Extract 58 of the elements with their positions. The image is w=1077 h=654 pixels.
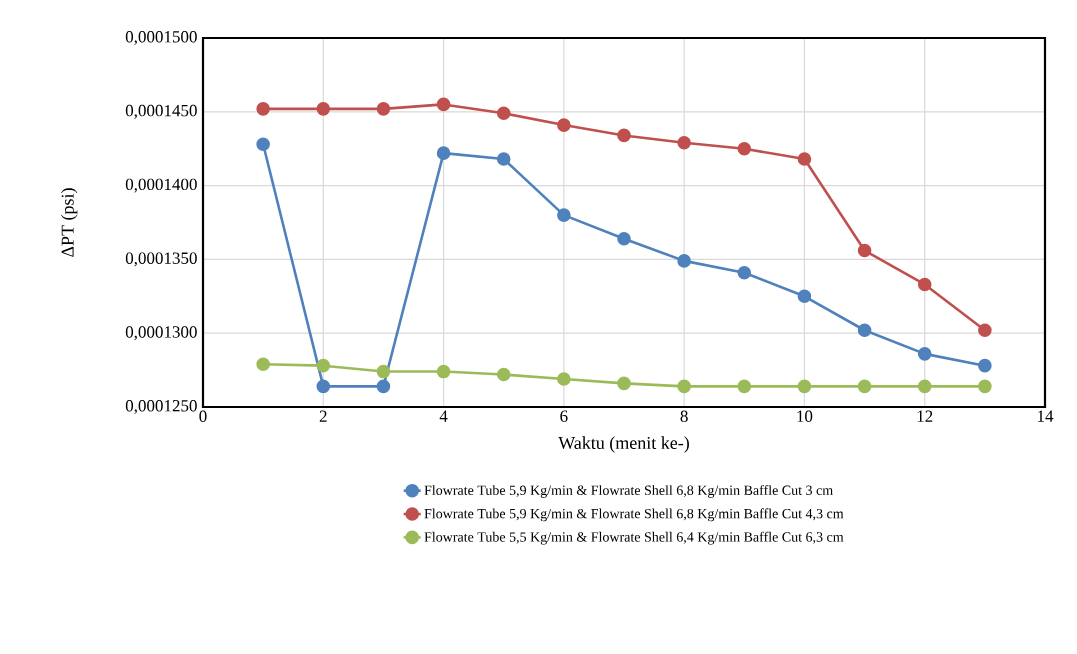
point — [376, 102, 391, 116]
point — [316, 379, 331, 394]
legend-label: Flowrate Tube 5,9 Kg/min & Flowrate Shell 6,8 Kg/min Baffle Cut 3 cm — [424, 484, 833, 498]
x-tick-label: 0 — [199, 410, 207, 423]
point — [256, 137, 270, 152]
point — [617, 376, 631, 391]
point — [496, 106, 511, 121]
x-axis-title: Waktu (menit ke-) — [558, 436, 689, 453]
x-tick-label: 14 — [1038, 410, 1054, 422]
point — [256, 102, 270, 116]
point — [557, 118, 571, 132]
point — [677, 135, 691, 150]
point — [917, 347, 932, 361]
legend-label: Flowrate Tube 5,5 Kg/min & Flowrate Shell 6,4 Kg/min Baffle Cut 6,3 cm — [424, 531, 844, 545]
point — [857, 243, 872, 258]
point — [677, 379, 691, 394]
x-tick-label: 2 — [319, 410, 327, 422]
point — [617, 128, 631, 143]
point — [376, 364, 391, 379]
point — [797, 152, 812, 166]
point — [557, 208, 571, 222]
point — [978, 358, 992, 373]
point — [436, 364, 451, 379]
point — [978, 323, 992, 338]
point — [256, 357, 270, 371]
y-tick-label: 0,0001250 — [125, 400, 197, 414]
point — [857, 323, 872, 338]
point — [316, 102, 331, 116]
y-tick-label: 0,0001450 — [125, 104, 197, 119]
point — [496, 152, 511, 166]
point — [737, 265, 752, 280]
y-tick-label: 0,0001400 — [125, 178, 197, 193]
point — [917, 277, 932, 292]
point — [677, 254, 691, 268]
legend-label: Flowrate Tube 5,9 Kg/min & Flowrate Shell 6,8 Kg/min Baffle Cut 4,3 cm — [424, 508, 844, 522]
y-tick-label: 0,0001500 — [125, 31, 197, 45]
y-axis-title: ΔPT (psi) — [61, 188, 78, 257]
point — [737, 379, 752, 394]
point — [436, 97, 451, 112]
point — [797, 379, 812, 394]
x-tick-label: 8 — [680, 410, 688, 423]
point — [857, 379, 872, 394]
point — [917, 379, 932, 394]
y-tick-label: 0,0001350 — [125, 252, 197, 267]
point — [376, 379, 391, 394]
y-tick-label: 0,0001300 — [125, 326, 197, 341]
point — [797, 289, 812, 304]
x-tick-label: 12 — [917, 410, 933, 422]
point — [557, 372, 571, 386]
point — [978, 379, 992, 394]
x-tick-label: 4 — [439, 410, 448, 422]
point — [496, 367, 511, 382]
x-tick-label: 6 — [560, 410, 568, 422]
point — [436, 146, 451, 160]
point — [316, 358, 331, 373]
x-tick-label: 10 — [797, 410, 813, 423]
point — [737, 141, 752, 156]
point — [617, 231, 631, 246]
